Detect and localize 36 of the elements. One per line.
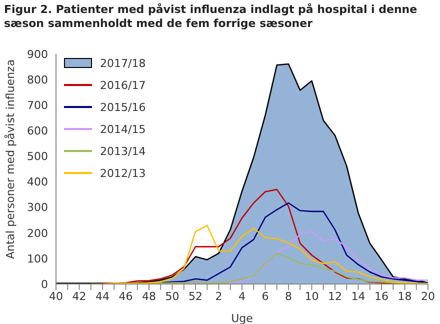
x-tick-label: 16 <box>374 290 388 303</box>
legend-label: 2015/16 <box>100 100 146 114</box>
y-tick-label: 700 <box>27 99 48 112</box>
legend-label: 2017/18 <box>100 56 146 70</box>
x-tick-label: 50 <box>165 290 180 303</box>
legend-label: 2014/15 <box>100 122 146 136</box>
y-tick-label: 600 <box>27 124 48 138</box>
y-tick-label: 200 <box>27 226 48 240</box>
x-tick-label: 20 <box>421 290 435 303</box>
y-tick-label: 0 <box>41 278 48 291</box>
y-tick-label: 400 <box>27 176 48 189</box>
legend-label: 2012/13 <box>100 166 146 180</box>
x-tick-label: 14 <box>351 290 366 303</box>
x-axis-title: Uge <box>231 312 254 324</box>
y-tick-label: 500 <box>27 150 48 164</box>
x-tick-label: 6 <box>262 290 269 303</box>
chart-title: Figur 2. Patienter med påvist influenza indlagt på hospital i denne sæson sammenholdt med de fem forrige sæsoner <box>4 3 418 31</box>
x-tick-label: 12 <box>328 290 342 303</box>
x-tick-label: 2 <box>215 290 222 303</box>
legend-label: 2013/14 <box>100 144 146 158</box>
y-tick-label: 900 <box>27 48 48 61</box>
x-tick-label: 8 <box>285 290 292 303</box>
y-tick-label: 100 <box>27 252 48 266</box>
x-tick-label: 48 <box>142 290 156 303</box>
x-tick-label: 44 <box>96 290 110 303</box>
legend-label: 2016/17 <box>100 78 146 92</box>
x-tick-label: 42 <box>72 290 86 303</box>
y-axis-title: Antal personer med påvist influenza <box>4 59 17 259</box>
y-tick-label: 300 <box>27 201 48 214</box>
x-tick-label: 18 <box>398 290 412 303</box>
x-tick-label: 10 <box>304 290 319 303</box>
x-tick-label: 4 <box>238 290 246 303</box>
x-tick-label: 52 <box>188 290 202 303</box>
x-tick-label: 40 <box>49 290 63 303</box>
y-tick-label: 800 <box>27 73 48 86</box>
x-tick-label: 46 <box>118 290 133 303</box>
